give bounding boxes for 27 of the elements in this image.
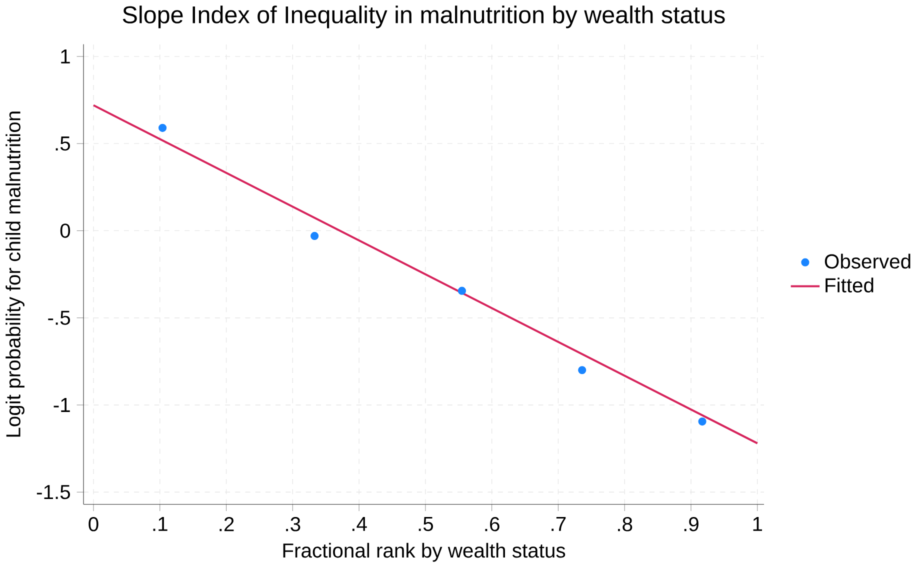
x-tick-label: .6 [485,516,500,532]
y-tick-label: -1.5 [36,484,70,499]
point [698,417,706,426]
chart-title: Slope Index of Inequality in malnutrition by wealth status [122,5,725,28]
x-tick-label: 1 [753,516,762,531]
legend-label: Observed [824,254,910,268]
x-tick-label: .2 [220,516,234,531]
point [458,286,466,295]
y-tick-label: .5 [56,136,70,150]
y-tick-label: -1 [54,398,70,412]
point [310,232,319,240]
y-tick-label: 1 [61,49,70,64]
x-tick-label: .1 [153,516,168,531]
x-tick-label: .9 [684,516,698,532]
x-tick-label: .8 [618,516,632,532]
y-tick-label: 0 [60,223,70,238]
x-tick-label: .4 [352,516,367,531]
y-axis-title: Logit probability for child malnutrition [6,111,24,436]
x-tick-label: .5 [418,516,434,531]
x-tick-label: .3 [286,516,300,532]
y-tick-label: -.5 [48,310,70,325]
legend-label: Fitted [826,278,874,292]
x-tick-label: .7 [552,516,566,531]
x-axis-title: Fractional rank by wealth status [283,542,566,562]
x-tick-label: 0 [88,516,98,532]
point [578,366,586,374]
point [158,124,167,132]
